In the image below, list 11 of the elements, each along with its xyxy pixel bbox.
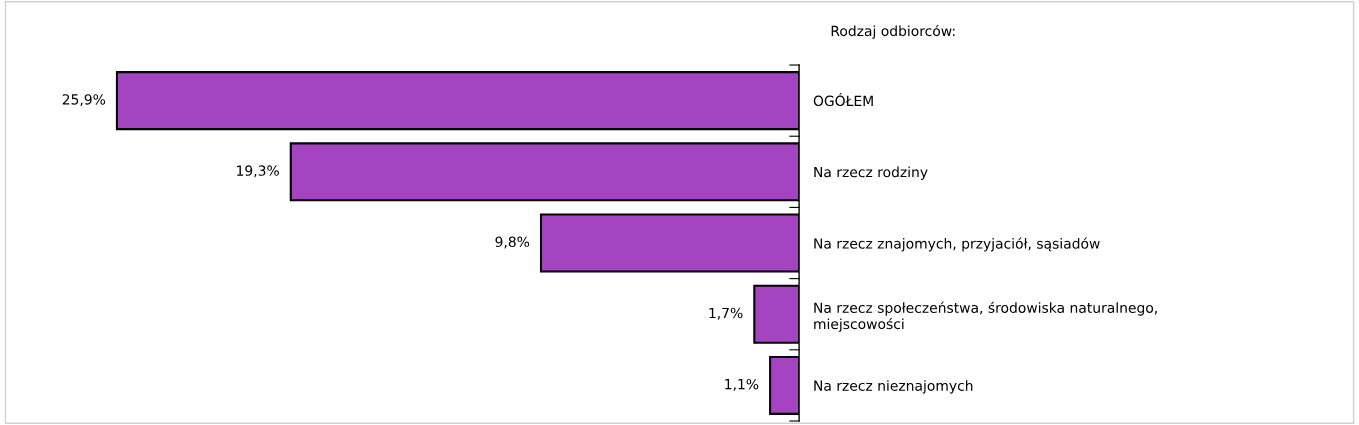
y-tick-label: Na rzecz rodziny bbox=[814, 166, 928, 180]
y-tick-label: Na rzecz nieznajomych bbox=[814, 380, 973, 394]
data-label: 25,9% bbox=[62, 94, 106, 107]
y-tick-label: Na rzecz znajomych, przyjaciół, sąsiadów bbox=[814, 237, 1100, 252]
data-label: 1,1% bbox=[725, 378, 759, 391]
data-label: 1,7% bbox=[709, 307, 743, 320]
y-tick-label: OGÓŁEM bbox=[813, 93, 873, 107]
data-label: 9,8% bbox=[495, 236, 530, 249]
data-label: 19,3% bbox=[237, 165, 279, 178]
y-tick-label: Na rzecz społeczeństwa, środowiska naturalnego, miejscowości bbox=[814, 301, 1157, 332]
text: Rodzaj odbiorców: bbox=[831, 24, 955, 39]
